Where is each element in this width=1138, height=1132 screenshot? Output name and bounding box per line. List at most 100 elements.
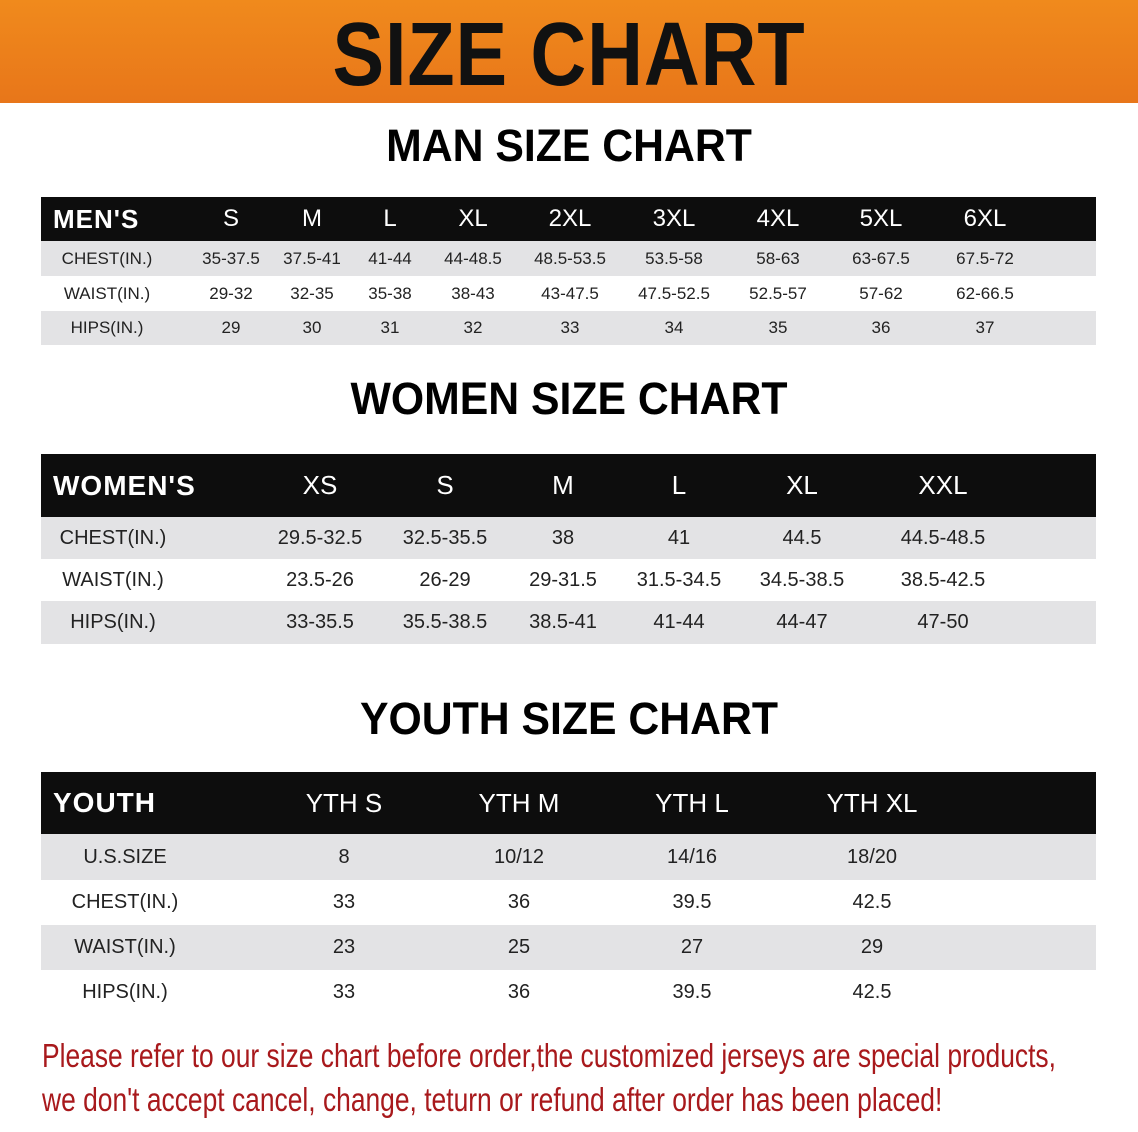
women-section-title: WOMEN SIZE CHART: [350, 373, 788, 424]
order-notice-line-2: we don't accept cancel, change, teturn o…: [42, 1081, 943, 1118]
measurement-value: 43-47.5: [541, 283, 599, 303]
men-section-title: MAN SIZE CHART: [386, 120, 752, 171]
measurement-label: U.S.SIZE: [83, 845, 167, 868]
size-column-header: S: [436, 470, 454, 500]
measurement-value: 29-31.5: [529, 568, 597, 591]
measurement-value: 23.5-26: [286, 568, 354, 591]
size-column-header: XL: [458, 205, 488, 232]
measurement-value: 35: [768, 318, 788, 337]
table-row: CHEST(IN.) 29.5-32.5 32.5-35.5 38 41 44.5 44.5…: [41, 517, 1096, 559]
measurement-value: 33: [332, 981, 356, 1003]
measurement-value: 38-43: [451, 283, 495, 303]
size-column-header: 4XL: [756, 205, 800, 232]
table-row: WAIST(IN.) 23.5-26 26-29 29-31.5 31.5-34.5 34…: [41, 559, 1096, 601]
banner-title: SIZE CHART: [332, 5, 806, 105]
table-row: HIPS(IN.) 33-35.5 35.5-38.5 38.5-41 41-44 44-…: [41, 601, 1096, 644]
measurement-value: 8: [338, 845, 350, 868]
measurement-value: 47.5-52.5: [638, 283, 710, 303]
measurement-value: 41: [667, 526, 691, 549]
measurement-value: 34: [664, 318, 684, 337]
youth-header-row: YOUTH YTH S YTH M YTH L YTH XL: [41, 772, 1096, 834]
measurement-value: 41-44: [653, 611, 705, 633]
measurement-value: 14/16: [666, 845, 718, 868]
measurement-value: 35.5-38.5: [402, 611, 488, 633]
measurement-label: WAIST(IN.): [62, 568, 164, 591]
size-chart-banner: SIZE CHART: [0, 0, 1138, 105]
size-column-header: XXL: [918, 470, 968, 500]
measurement-value: 53.5-58: [645, 248, 703, 268]
measurement-value: 23: [332, 936, 356, 958]
measurement-label: HIPS(IN.): [82, 981, 168, 1003]
table-row: HIPS(IN.) 33 36 39.5 42.5: [41, 970, 1096, 1015]
size-column-header: XS: [302, 470, 338, 500]
size-column-header: 3XL: [652, 205, 696, 232]
size-column-header: M: [302, 205, 322, 232]
measurement-value: 41-44: [368, 248, 412, 268]
size-column-header: YTH S: [305, 787, 383, 818]
measurement-value: 42.5: [852, 981, 892, 1003]
women-header-label: WOMEN'S: [53, 469, 196, 501]
measurement-value: 39.5: [672, 891, 712, 913]
measurement-value: 38: [551, 526, 575, 549]
measurement-label: CHEST(IN.): [61, 248, 153, 268]
size-column-header: 2XL: [548, 205, 592, 232]
youth-header-label: YOUTH: [53, 787, 156, 818]
measurement-value: 52.5-57: [749, 283, 807, 303]
youth-section-title: YOUTH SIZE CHART: [359, 693, 778, 744]
measurement-value: 37: [975, 318, 995, 337]
men-header-label: MEN'S: [53, 203, 140, 234]
measurement-value: 36: [871, 318, 891, 337]
measurement-value: 57-62: [859, 283, 903, 303]
measurement-label: HIPS(IN.): [70, 318, 144, 337]
measurement-value: 35-37.5: [202, 248, 260, 268]
table-row: WAIST(IN.) 29-32 32-35 35-38 38-43 43-47.5 47.…: [41, 276, 1096, 311]
table-row: CHEST(IN.) 35-37.5 37.5-41 41-44 44-48.5 48.5…: [41, 241, 1096, 276]
measurement-value: 29: [860, 936, 884, 958]
measurement-value: 44-47: [776, 611, 828, 633]
measurement-value: 33: [560, 318, 580, 337]
measurement-value: 26-29: [419, 568, 471, 591]
measurement-value: 32-35: [290, 283, 334, 303]
measurement-value: 63-67.5: [852, 248, 910, 268]
measurement-value: 47-50: [917, 611, 969, 633]
measurement-value: 29-32: [209, 283, 253, 303]
measurement-value: 39.5: [672, 981, 712, 1003]
measurement-value: 10/12: [493, 845, 545, 868]
measurement-value: 32.5-35.5: [402, 526, 488, 549]
men-size-table: MEN'S S M L XL 2XL 3XL 4XL 5XL 6XL CHEST(IN.) 35-37…: [41, 197, 1096, 345]
measurement-value: 27: [680, 936, 704, 958]
measurement-value: 32: [463, 318, 483, 337]
measurement-label: CHEST(IN.): [71, 891, 179, 913]
size-column-header: YTH L: [655, 787, 729, 818]
measurement-value: 38.5-42.5: [900, 568, 986, 591]
measurement-value: 33: [332, 891, 356, 913]
measurement-label: WAIST(IN.): [63, 283, 151, 303]
measurement-value: 36: [507, 981, 531, 1003]
size-column-header: 5XL: [859, 205, 903, 232]
measurement-value: 34.5-38.5: [759, 568, 845, 591]
measurement-value: 62-66.5: [956, 283, 1014, 303]
size-column-header: YTH XL: [826, 787, 918, 818]
measurement-value: 67.5-72: [956, 248, 1014, 268]
size-column-header: M: [552, 470, 574, 500]
measurement-value: 33-35.5: [286, 611, 354, 633]
measurement-value: 38.5-41: [529, 611, 597, 633]
size-column-header: S: [222, 205, 240, 232]
youth-size-table: YOUTH YTH S YTH M YTH L YTH XL U.S.SIZE 8 10/12…: [41, 772, 1096, 1015]
table-row: WAIST(IN.) 23 25 27 29: [41, 925, 1096, 970]
measurement-value: 48.5-53.5: [534, 248, 606, 268]
measurement-label: HIPS(IN.): [70, 611, 156, 633]
size-column-header: 6XL: [963, 205, 1007, 232]
measurement-value: 36: [507, 891, 531, 913]
measurement-value: 25: [507, 936, 531, 958]
table-row: HIPS(IN.) 29 30 31 32 33 34 35 36 37: [41, 311, 1096, 345]
measurement-value: 31: [380, 318, 400, 337]
measurement-value: 35-38: [368, 283, 412, 303]
measurement-value: 44-48.5: [444, 248, 502, 268]
order-notice-line-1: Please refer to our size chart before or…: [42, 1037, 1056, 1074]
measurement-value: 29: [221, 318, 241, 337]
women-size-table: WOMEN'S XS S M L XL XXL CHEST(IN.) 29.5-32.5 32.5…: [41, 454, 1096, 644]
measurement-value: 30: [302, 318, 322, 337]
measurement-value: 31.5-34.5: [636, 568, 722, 591]
size-column-header: L: [383, 205, 397, 232]
